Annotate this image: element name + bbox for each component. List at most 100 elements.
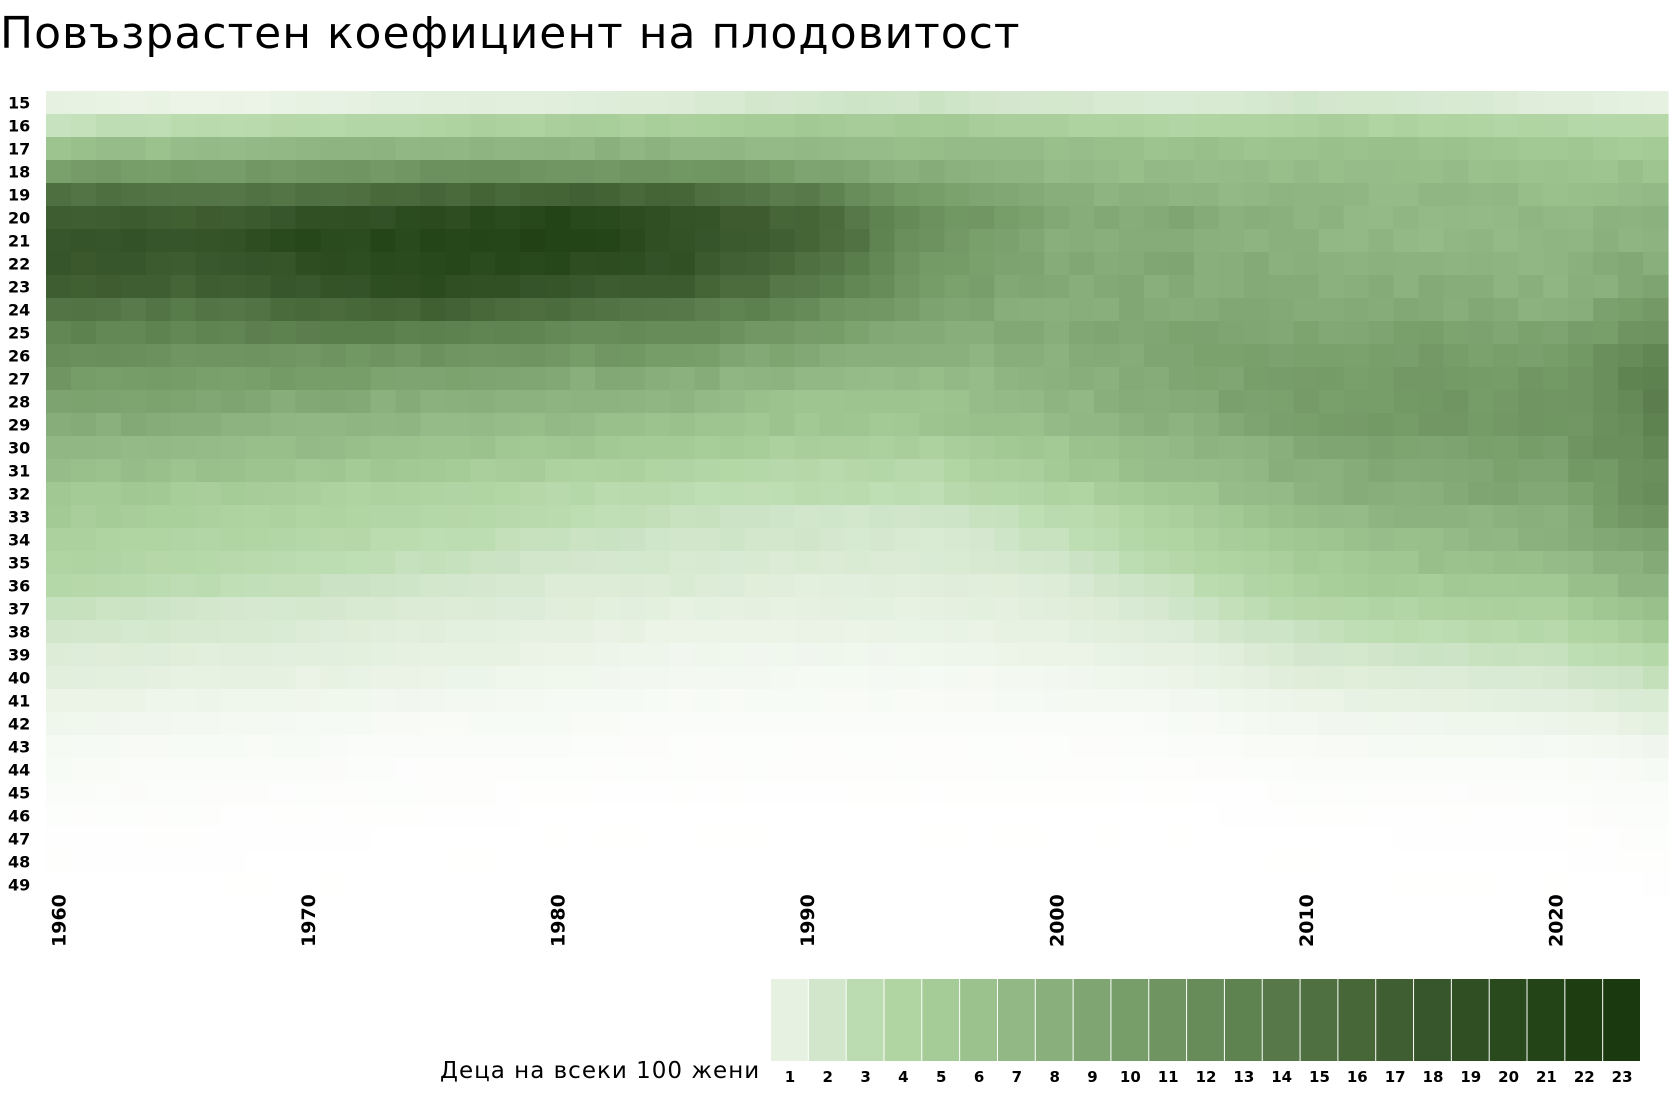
heatmap-cell	[420, 482, 446, 506]
heatmap-cell	[295, 252, 322, 276]
heatmap-cell	[1443, 528, 1469, 552]
heatmap-cell	[245, 298, 272, 322]
heatmap-cell	[420, 689, 446, 713]
heatmap-cell	[120, 206, 147, 230]
heatmap-cell	[1343, 643, 1370, 667]
heatmap-cell	[570, 482, 596, 506]
heatmap-cell	[1094, 804, 1120, 828]
heatmap-cell	[1119, 137, 1145, 161]
heatmap-cell	[1543, 873, 1569, 897]
heatmap-cell	[1343, 873, 1370, 897]
heatmap-cell	[395, 827, 421, 851]
heatmap-cell	[1268, 758, 1295, 782]
heatmap-cell	[669, 367, 696, 391]
heatmap-cell	[1643, 574, 1669, 598]
heatmap-cell	[694, 459, 721, 483]
heatmap-cell	[1119, 91, 1145, 115]
heatmap-cell	[1543, 91, 1569, 115]
heatmap-cell	[744, 804, 771, 828]
heatmap-cell	[370, 91, 396, 115]
heatmap-cell	[170, 758, 197, 782]
heatmap-cell	[570, 712, 596, 736]
heatmap-cell	[395, 114, 421, 138]
heatmap-cell	[1343, 275, 1370, 299]
heatmap-cell	[619, 850, 646, 874]
heatmap-cell	[919, 666, 945, 690]
heatmap-cell	[245, 689, 272, 713]
heatmap-cell	[644, 620, 671, 644]
y-tick-label: 41	[8, 692, 30, 711]
heatmap-cell	[395, 850, 421, 874]
heatmap-cell	[1094, 137, 1120, 161]
heatmap-cell	[1493, 252, 1519, 276]
heatmap-cell	[819, 551, 846, 575]
heatmap-cell	[844, 873, 871, 897]
heatmap-cell	[46, 321, 72, 345]
heatmap-cell	[694, 390, 721, 414]
heatmap-cell	[1094, 574, 1120, 598]
heatmap-cell	[1543, 689, 1569, 713]
heatmap-cell	[1019, 620, 1045, 644]
heatmap-cell	[794, 781, 821, 805]
heatmap-cell	[46, 183, 72, 207]
heatmap-cell	[295, 735, 322, 759]
heatmap-cell	[819, 252, 846, 276]
heatmap-cell	[1493, 689, 1519, 713]
heatmap-cell	[70, 298, 97, 322]
heatmap-cell	[1593, 689, 1619, 713]
heatmap-cell	[1218, 229, 1245, 253]
heatmap-cell	[1368, 551, 1395, 575]
heatmap-cell	[370, 827, 396, 851]
heatmap-cell	[1243, 252, 1270, 276]
heatmap-cell	[1468, 505, 1494, 529]
heatmap-cell	[1518, 804, 1544, 828]
heatmap-cell	[1193, 114, 1220, 138]
heatmap-cell	[1193, 390, 1220, 414]
heatmap-cell	[1268, 712, 1295, 736]
heatmap-cell	[894, 551, 920, 575]
heatmap-cell	[1643, 620, 1669, 644]
heatmap-cell	[1418, 91, 1445, 115]
heatmap-cell	[370, 229, 396, 253]
legend-swatch	[1376, 979, 1414, 1061]
legend-swatch	[1187, 979, 1224, 1061]
heatmap-cell	[769, 781, 796, 805]
heatmap-cell	[445, 574, 471, 598]
heatmap-cell	[1418, 229, 1445, 253]
heatmap-cell	[395, 390, 421, 414]
heatmap-cell	[120, 804, 147, 828]
heatmap-cell	[520, 689, 546, 713]
heatmap-cell	[295, 367, 322, 391]
heatmap-cell	[994, 643, 1020, 667]
heatmap-cell	[669, 183, 696, 207]
heatmap-cell	[1019, 781, 1045, 805]
heatmap-cell	[420, 505, 446, 529]
heatmap-cell	[295, 390, 322, 414]
heatmap-cell	[1318, 183, 1345, 207]
heatmap-cell	[570, 528, 596, 552]
heatmap-cell	[495, 781, 521, 805]
heatmap-cell	[719, 459, 746, 483]
heatmap-cell	[1193, 344, 1220, 368]
heatmap-cell	[495, 114, 521, 138]
heatmap-cell	[894, 758, 920, 782]
heatmap-cell	[1168, 367, 1195, 391]
heatmap-cell	[545, 528, 571, 552]
heatmap-cell	[1368, 643, 1395, 667]
heatmap-cell	[869, 551, 896, 575]
heatmap-cell	[270, 758, 297, 782]
heatmap-cell	[669, 298, 696, 322]
heatmap-cell	[270, 712, 297, 736]
heatmap-cell	[1243, 850, 1270, 874]
heatmap-cell	[420, 275, 446, 299]
heatmap-cell	[220, 528, 247, 552]
heatmap-cell	[694, 597, 721, 621]
heatmap-cell	[669, 114, 696, 138]
heatmap-cell	[644, 367, 671, 391]
heatmap-cell	[769, 298, 796, 322]
heatmap-cell	[719, 367, 746, 391]
heatmap-cell	[95, 114, 122, 138]
heatmap-cell	[1493, 850, 1519, 874]
heatmap-cell	[1193, 574, 1220, 598]
heatmap-cell	[120, 689, 147, 713]
